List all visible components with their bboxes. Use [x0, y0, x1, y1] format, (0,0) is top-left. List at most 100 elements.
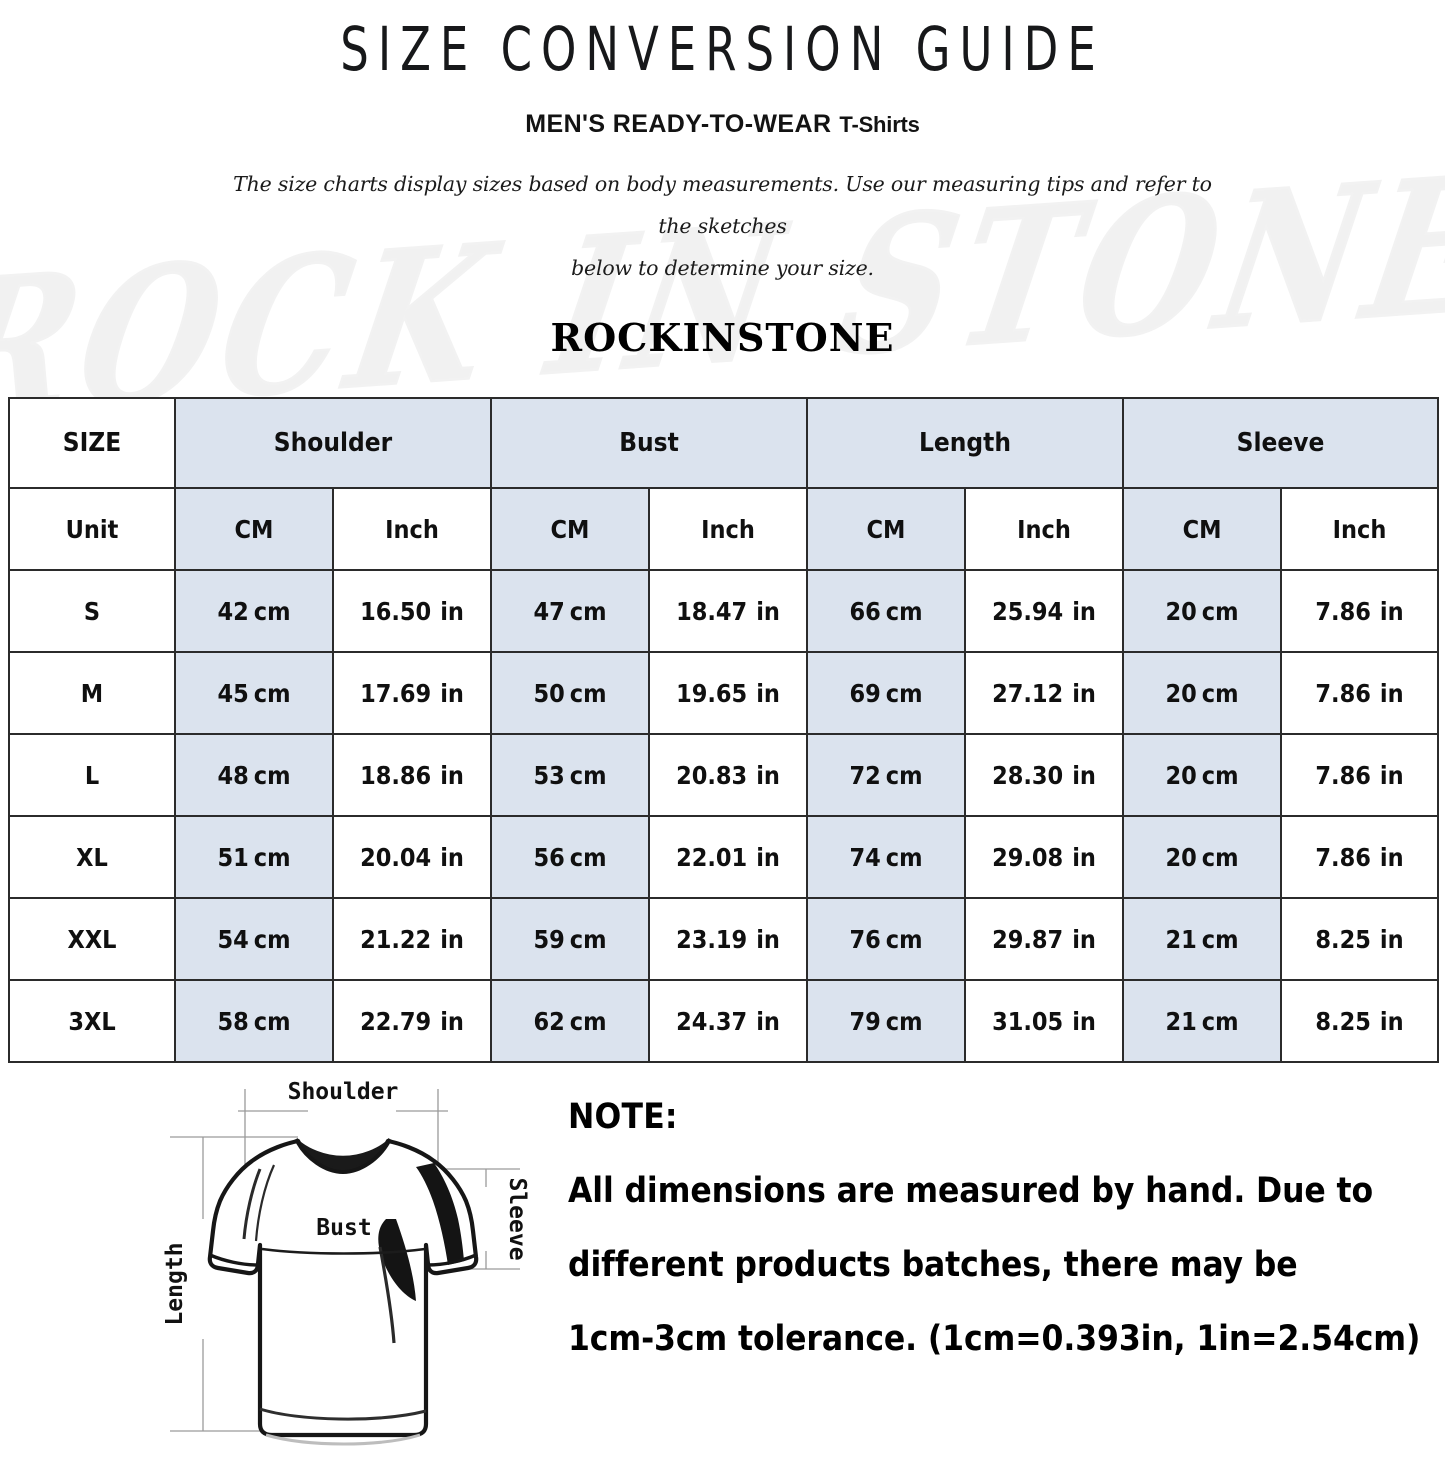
value: 27.12 — [992, 678, 1064, 708]
unit-label: cm — [885, 760, 923, 790]
cell-bust-inch: 19.65 in — [648, 651, 808, 735]
header-shoulder-cm: CM — [174, 487, 334, 571]
cell-size: 3XL — [8, 979, 176, 1063]
unit-label: in — [440, 924, 464, 954]
unit-label: in — [1379, 1006, 1404, 1036]
note-heading: NOTE: — [568, 1097, 678, 1137]
unit-label: in — [1072, 760, 1096, 790]
note-line-3: 1cm-3cm tolerance. (1cm=0.393in, 1in=2.5… — [568, 1319, 1421, 1359]
cell-shoulder-inch: 16.50 in — [332, 569, 492, 653]
value: 17.69 — [360, 678, 432, 708]
cell-sleeve-cm: 20 cm — [1122, 651, 1283, 735]
unit-label: cm — [885, 596, 923, 626]
value: 72 — [849, 760, 881, 790]
value: 29.08 — [992, 842, 1064, 872]
value: 7.86 — [1315, 842, 1371, 872]
tshirt-outline — [207, 1138, 479, 1446]
table-row: S 42 cm 16.50 in 47 cm 18.47 in 66 cm 25.94 in 20 cm 7.… — [8, 569, 1440, 653]
value: 16.50 — [360, 596, 432, 626]
cell-bust-cm: 62 cm — [490, 979, 650, 1063]
value: 25.94 — [992, 596, 1064, 626]
value: 7.86 — [1315, 596, 1371, 626]
value: 28.30 — [992, 760, 1064, 790]
cell-shoulder-inch: 20.04 in — [332, 815, 492, 899]
value: 20.04 — [360, 842, 432, 872]
cell-shoulder-cm: 58 cm — [174, 979, 334, 1063]
unit-label: in — [1072, 842, 1096, 872]
header-group-shoulder: Shoulder — [174, 397, 492, 489]
value: 7.86 — [1315, 760, 1371, 790]
value: 21 — [1165, 1006, 1197, 1036]
unit-label: cm — [885, 678, 923, 708]
value: 66 — [849, 596, 881, 626]
unit-label: cm — [569, 760, 607, 790]
value: 62 — [533, 1006, 565, 1036]
unit-label: cm — [253, 924, 291, 954]
value: 8.25 — [1315, 924, 1371, 954]
note-line-2: different products batches, there may be — [568, 1245, 1298, 1285]
unit-label: cm — [1201, 760, 1239, 790]
size-conversion-table: SIZE Shoulder Bust Length Sleeve Unit CM… — [8, 397, 1440, 1063]
cell-shoulder-inch: 22.79 in — [332, 979, 492, 1063]
unit-label: in — [756, 842, 780, 872]
cell-bust-cm: 56 cm — [490, 815, 650, 899]
value: 18.47 — [676, 596, 748, 626]
cell-size: XL — [8, 815, 176, 899]
cell-length-inch: 29.87 in — [963, 897, 1125, 981]
unit-label: in — [756, 924, 780, 954]
unit-label: in — [1379, 596, 1404, 626]
value: 20 — [1165, 842, 1197, 872]
unit-label: in — [1379, 760, 1404, 790]
unit-label: cm — [253, 760, 291, 790]
unit-label: cm — [569, 1006, 607, 1036]
value: 58 — [217, 1006, 249, 1036]
unit-label: cm — [253, 596, 291, 626]
value: 59 — [533, 924, 565, 954]
header-group-sleeve: Sleeve — [1122, 397, 1440, 489]
value: 74 — [849, 842, 881, 872]
unit-label: in — [1072, 596, 1096, 626]
cell-bust-cm: 47 cm — [490, 569, 650, 653]
table-row: XL 51 cm 20.04 in 56 cm 22.01 in 74 cm 29.08 in 20 cm 7… — [8, 815, 1440, 899]
subtitle-category: MEN'S READY-TO-WEAR — [525, 110, 832, 138]
cell-sleeve-inch: 7.86 in — [1280, 651, 1440, 735]
unit-label: in — [440, 1006, 464, 1036]
cell-length-inch: 31.05 in — [963, 979, 1125, 1063]
value: 31.05 — [992, 1006, 1064, 1036]
cell-length-cm: 76 cm — [806, 897, 966, 981]
value: 22.01 — [676, 842, 748, 872]
value: 45 — [217, 678, 249, 708]
unit-label: in — [440, 760, 464, 790]
cell-sleeve-cm: 20 cm — [1122, 733, 1283, 817]
cell-length-inch: 29.08 in — [963, 815, 1125, 899]
unit-label: cm — [885, 1006, 923, 1036]
value: 56 — [533, 842, 565, 872]
value: 20 — [1165, 596, 1197, 626]
value: 24.37 — [676, 1006, 748, 1036]
unit-label: in — [756, 760, 780, 790]
value: 42 — [217, 596, 249, 626]
description-line-2: below to determine your size. — [571, 256, 874, 280]
cell-length-cm: 72 cm — [806, 733, 966, 817]
unit-label: cm — [253, 1006, 291, 1036]
table-row: XXL 54 cm 21.22 in 59 cm 23.19 in 76 cm 29.87 in 21 cm… — [8, 897, 1440, 981]
diagram-label-length: Length — [162, 1242, 188, 1325]
page-description: The size charts display sizes based on b… — [223, 163, 1223, 289]
cell-length-cm: 74 cm — [806, 815, 966, 899]
unit-label: in — [756, 596, 780, 626]
unit-label: in — [1379, 842, 1404, 872]
value: 79 — [849, 1006, 881, 1036]
subtitle-product: T-Shirts — [839, 112, 920, 137]
cell-bust-inch: 18.47 in — [648, 569, 808, 653]
brand-name: ROCKINSTONE — [550, 315, 895, 360]
unit-label: cm — [253, 842, 291, 872]
unit-label: cm — [253, 678, 291, 708]
cell-shoulder-inch: 21.22 in — [332, 897, 492, 981]
header-sleeve-cm: CM — [1122, 487, 1283, 571]
page-title: SIZE CONVERSION GUIDE — [340, 14, 1105, 85]
cell-sleeve-cm: 20 cm — [1122, 569, 1283, 653]
cell-length-inch: 28.30 in — [963, 733, 1125, 817]
cell-shoulder-cm: 45 cm — [174, 651, 334, 735]
unit-label: cm — [1201, 1006, 1239, 1036]
unit-label: cm — [569, 924, 607, 954]
